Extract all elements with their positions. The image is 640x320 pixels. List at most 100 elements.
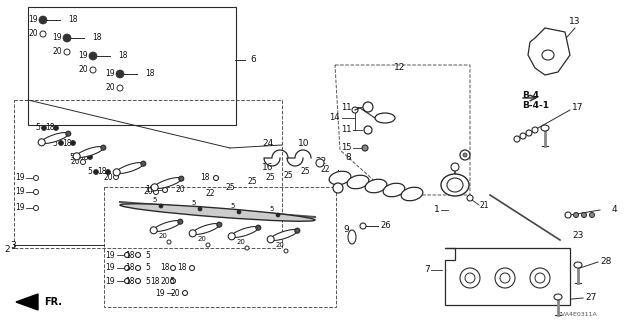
Text: 20: 20 bbox=[103, 172, 113, 181]
Circle shape bbox=[530, 268, 550, 288]
Circle shape bbox=[33, 189, 38, 195]
Ellipse shape bbox=[541, 125, 549, 131]
Circle shape bbox=[360, 223, 366, 229]
Circle shape bbox=[117, 85, 123, 91]
Circle shape bbox=[54, 125, 58, 131]
Text: 24: 24 bbox=[262, 139, 273, 148]
Circle shape bbox=[182, 291, 188, 295]
Text: 20: 20 bbox=[70, 157, 80, 166]
Circle shape bbox=[39, 16, 47, 24]
Text: 20: 20 bbox=[175, 186, 184, 195]
Text: 20: 20 bbox=[237, 239, 245, 245]
Circle shape bbox=[189, 266, 195, 270]
Ellipse shape bbox=[217, 222, 222, 227]
Text: 25: 25 bbox=[225, 183, 235, 193]
Text: 5: 5 bbox=[36, 124, 40, 132]
Text: 18: 18 bbox=[150, 276, 160, 285]
Ellipse shape bbox=[193, 224, 220, 235]
Text: 18: 18 bbox=[145, 69, 154, 78]
Text: 3: 3 bbox=[10, 241, 16, 250]
Text: 25: 25 bbox=[300, 167, 310, 177]
Polygon shape bbox=[445, 248, 570, 305]
Text: 19: 19 bbox=[145, 186, 155, 195]
Circle shape bbox=[125, 278, 129, 284]
Text: 14: 14 bbox=[330, 114, 340, 123]
Text: 20: 20 bbox=[160, 276, 170, 285]
Circle shape bbox=[33, 205, 38, 211]
Ellipse shape bbox=[73, 153, 80, 160]
Text: 18: 18 bbox=[118, 52, 127, 60]
Circle shape bbox=[170, 278, 175, 284]
Text: 21: 21 bbox=[480, 201, 490, 210]
Circle shape bbox=[237, 210, 241, 214]
Ellipse shape bbox=[365, 179, 387, 193]
Text: 18: 18 bbox=[125, 263, 135, 273]
Text: 5: 5 bbox=[192, 200, 196, 206]
Text: 22: 22 bbox=[315, 157, 326, 166]
Text: 20: 20 bbox=[52, 47, 62, 57]
Text: 11: 11 bbox=[342, 125, 352, 134]
Text: 25: 25 bbox=[247, 178, 257, 187]
Text: 5: 5 bbox=[70, 153, 74, 162]
Circle shape bbox=[88, 155, 93, 159]
Bar bbox=[28, 7, 236, 125]
Text: 9: 9 bbox=[343, 226, 349, 235]
Text: 20: 20 bbox=[198, 236, 207, 242]
Text: 23: 23 bbox=[572, 230, 584, 239]
Circle shape bbox=[33, 175, 38, 180]
Text: 18: 18 bbox=[62, 139, 72, 148]
Text: 22: 22 bbox=[205, 189, 215, 198]
Circle shape bbox=[467, 195, 473, 201]
Circle shape bbox=[89, 52, 97, 60]
Circle shape bbox=[526, 130, 532, 136]
Text: TVA4E0311A: TVA4E0311A bbox=[558, 311, 598, 316]
Ellipse shape bbox=[42, 132, 68, 143]
Text: 11: 11 bbox=[342, 102, 352, 111]
Circle shape bbox=[532, 127, 538, 133]
Text: 18: 18 bbox=[125, 251, 135, 260]
Circle shape bbox=[520, 133, 526, 139]
Text: 19: 19 bbox=[15, 204, 24, 212]
Ellipse shape bbox=[232, 227, 259, 237]
Ellipse shape bbox=[447, 178, 463, 192]
Circle shape bbox=[170, 266, 175, 270]
Circle shape bbox=[206, 243, 210, 247]
Text: 8: 8 bbox=[345, 154, 351, 163]
Circle shape bbox=[316, 159, 324, 167]
Text: 19: 19 bbox=[15, 173, 24, 182]
Ellipse shape bbox=[155, 178, 181, 188]
Ellipse shape bbox=[347, 175, 369, 189]
Circle shape bbox=[136, 278, 141, 284]
Text: 5: 5 bbox=[231, 203, 235, 209]
Text: 28: 28 bbox=[600, 258, 611, 267]
Circle shape bbox=[352, 107, 358, 113]
Circle shape bbox=[198, 207, 202, 211]
Circle shape bbox=[76, 155, 81, 159]
Circle shape bbox=[495, 268, 515, 288]
Circle shape bbox=[565, 212, 571, 218]
Circle shape bbox=[276, 213, 280, 217]
Ellipse shape bbox=[542, 50, 554, 60]
Circle shape bbox=[333, 183, 343, 193]
Circle shape bbox=[500, 273, 510, 283]
Ellipse shape bbox=[267, 236, 274, 243]
Circle shape bbox=[167, 240, 171, 244]
Text: 5: 5 bbox=[153, 197, 157, 203]
Circle shape bbox=[451, 163, 459, 171]
Text: 5: 5 bbox=[145, 276, 150, 285]
Text: 17: 17 bbox=[572, 103, 584, 113]
Ellipse shape bbox=[113, 169, 120, 176]
Text: 20: 20 bbox=[78, 66, 88, 75]
Ellipse shape bbox=[66, 131, 71, 136]
Ellipse shape bbox=[228, 233, 235, 240]
Text: 22: 22 bbox=[320, 165, 330, 174]
Text: 19: 19 bbox=[106, 263, 115, 273]
Text: 5: 5 bbox=[52, 139, 58, 148]
Text: 19: 19 bbox=[156, 289, 165, 298]
Circle shape bbox=[460, 150, 470, 160]
Text: 26: 26 bbox=[380, 221, 390, 230]
Ellipse shape bbox=[179, 176, 184, 181]
Circle shape bbox=[364, 126, 372, 134]
Polygon shape bbox=[16, 294, 38, 310]
Circle shape bbox=[363, 102, 373, 112]
